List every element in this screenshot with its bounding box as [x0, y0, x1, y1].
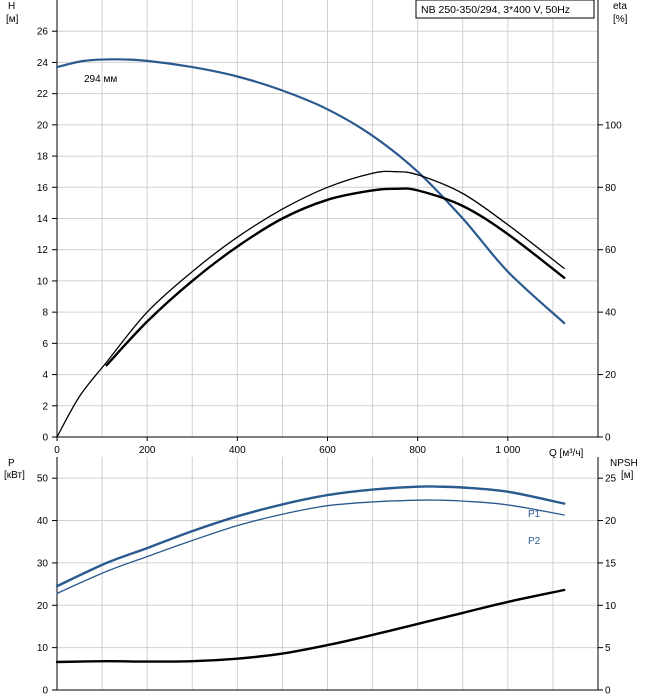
right-tick-label: 0: [605, 433, 611, 444]
x-tick-label: 400: [229, 445, 246, 456]
right-tick-label: 100: [605, 120, 622, 131]
series-line-p2: [56, 499, 565, 595]
power-npsh-panel: 0 10 20 30 40 50 0 5 10 15 20 25 P [кВт] NPSH [м] P…: [4, 457, 638, 697]
left-tick-label: 10: [37, 276, 49, 287]
bottom-series: [55, 485, 566, 664]
left-tick-label: 14: [37, 214, 49, 225]
left-tick-label: 26: [37, 27, 49, 38]
right-tick-label: 20: [605, 370, 617, 381]
title-box: [415, 0, 595, 19]
left-tick-label: 18: [37, 152, 49, 163]
left-tick-label: 10: [37, 643, 49, 654]
left-tick-label: 2: [42, 401, 48, 412]
top-right-axis-unit: [%]: [613, 14, 628, 25]
left-tick-label: 24: [37, 58, 49, 69]
left-tick-label: 20: [37, 601, 49, 612]
left-tick-label: 0: [42, 686, 48, 697]
series-line-p1: [55, 485, 566, 588]
left-tick-label: 20: [37, 120, 49, 131]
x-tick-label: 1 000: [495, 445, 520, 456]
right-tick-label: 15: [605, 558, 617, 569]
x-axis-label: Q [м³/ч]: [549, 448, 584, 459]
series-line-eta-bold: [105, 187, 566, 367]
left-tick-label: 16: [37, 183, 49, 194]
bottom-left-axis-label: P: [8, 458, 15, 469]
legend-p1: P1: [528, 509, 541, 520]
top-left-axis-label: H: [8, 1, 15, 12]
top-right-axis-label: eta: [613, 1, 627, 12]
series-line-eta-thin: [56, 170, 565, 438]
right-tick-label: 25: [605, 474, 617, 485]
right-tick-label: 5: [605, 643, 611, 654]
bottom-left-axis-unit: [кВт]: [4, 470, 25, 481]
impeller-diameter-annotation: 294 мм: [84, 74, 117, 85]
x-tick-label: 600: [319, 445, 336, 456]
right-tick-label: 80: [605, 183, 617, 194]
left-tick-label: 8: [42, 308, 48, 319]
top-left-axis-unit: [м]: [6, 14, 19, 25]
left-tick-label: 50: [37, 474, 49, 485]
bottom-tick-labels: 0 10 20 30 40 50 0 5 10 15 20 25: [37, 474, 617, 697]
right-tick-label: 0: [605, 686, 611, 697]
bottom-right-axis-unit: [м]: [621, 470, 634, 481]
top-series: [55, 58, 566, 438]
right-tick-label: 40: [605, 308, 617, 319]
right-tick-label: 10: [605, 601, 617, 612]
x-tick-label: 0: [54, 445, 60, 456]
x-tick-label: 200: [139, 445, 156, 456]
chart-title: NB 250-350/294, 3*400 V, 50Hz: [421, 4, 570, 16]
bottom-right-axis-label: NPSH: [610, 458, 638, 469]
left-tick-label: 40: [37, 516, 49, 527]
series-line-npsh: [55, 588, 566, 664]
left-tick-label: 12: [37, 245, 49, 256]
right-tick-label: 20: [605, 516, 617, 527]
bottom-grid: [56, 457, 599, 691]
left-tick-label: 0: [42, 433, 48, 444]
right-tick-label: 60: [605, 245, 617, 256]
series-line-head: [55, 58, 566, 325]
left-tick-label: 22: [37, 89, 49, 100]
top-grid: [56, 0, 599, 438]
left-tick-label: 30: [37, 558, 49, 569]
legend-p2: P2: [528, 536, 541, 547]
x-tick-label: 800: [409, 445, 426, 456]
left-tick-label: 4: [42, 370, 48, 381]
left-tick-label: 6: [42, 339, 48, 350]
